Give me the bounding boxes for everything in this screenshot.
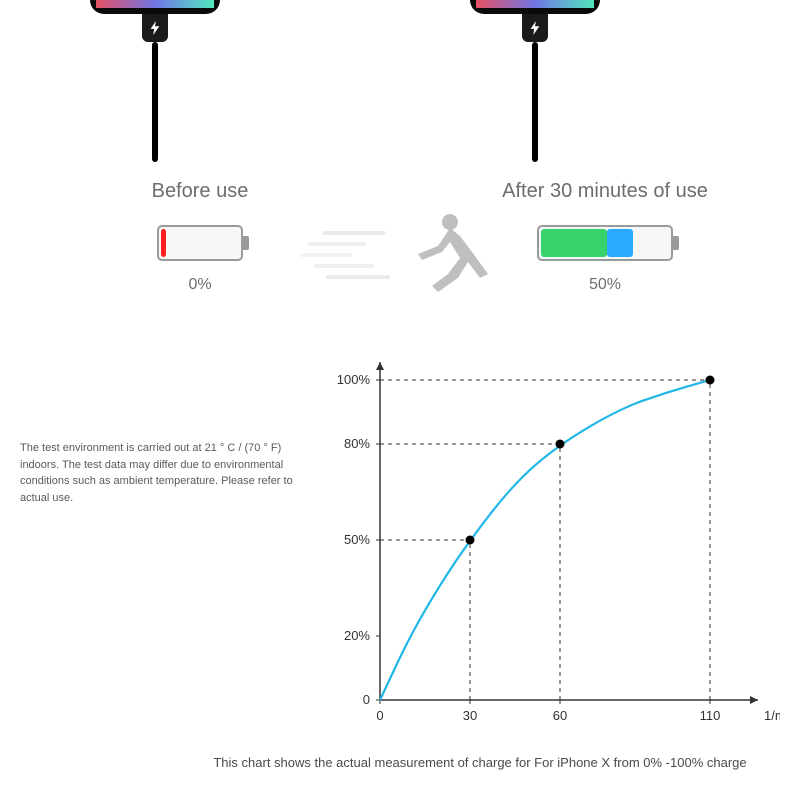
comparison-row: Before use 0% After 30 minutes of use 50… [0, 180, 800, 330]
before-percent: 0% [70, 276, 330, 294]
disclaimer-text: The test environment is carried out at 2… [20, 440, 320, 506]
lightning-icon [150, 21, 160, 35]
svg-text:30: 30 [463, 708, 477, 723]
after-percent: 50% [475, 276, 735, 294]
charge-chart: 0 20% 50% 80% 100% 0 30 60 110% 1/min [320, 360, 780, 750]
svg-text:20%: 20% [344, 628, 370, 643]
svg-text:%: % [388, 360, 400, 361]
svg-text:100%: 100% [337, 372, 371, 387]
phone-screen-slice [96, 0, 214, 8]
after-title: After 30 minutes of use [475, 180, 735, 203]
battery-after-fill-green [541, 229, 607, 257]
battery-after [537, 225, 673, 261]
after-column: After 30 minutes of use 50% [475, 180, 735, 294]
connector-left [142, 14, 168, 42]
svg-text:80%: 80% [344, 436, 370, 451]
svg-text:60: 60 [553, 708, 567, 723]
battery-after-fill-blue [607, 229, 633, 257]
cable-left [152, 42, 158, 162]
battery-before [157, 225, 243, 261]
battery-cap [673, 236, 679, 250]
chart-section: The test environment is carried out at 2… [0, 360, 800, 800]
before-column: Before use 0% [70, 180, 330, 294]
svg-text:1/min: 1/min [764, 708, 780, 723]
svg-text:50%: 50% [344, 532, 370, 547]
svg-text:0: 0 [363, 692, 370, 707]
before-title: Before use [70, 180, 330, 203]
svg-text:110: 110 [700, 708, 721, 723]
phone-left [90, 0, 220, 30]
svg-text:0: 0 [376, 708, 383, 723]
battery-cap [243, 236, 249, 250]
battery-before-fill [161, 229, 166, 257]
cable-right [532, 42, 538, 162]
lightning-icon [530, 21, 540, 35]
phone-right [470, 0, 600, 30]
phone-screen-slice [476, 0, 594, 8]
runner-icon [300, 208, 490, 298]
chart-caption: This chart shows the actual measurement … [0, 755, 800, 770]
connector-right [522, 14, 548, 42]
